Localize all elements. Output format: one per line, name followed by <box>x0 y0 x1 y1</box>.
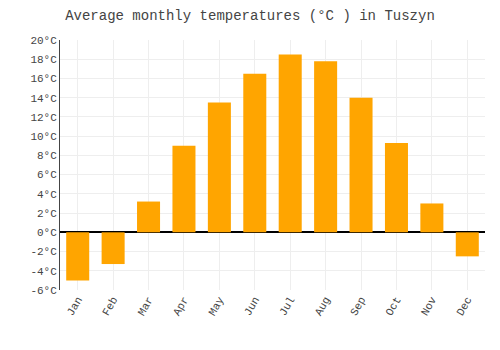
svg-text:Sep: Sep <box>348 295 368 318</box>
svg-text:-4°C: -4°C <box>30 266 57 278</box>
svg-text:0°C: 0°C <box>37 227 57 239</box>
svg-text:Feb: Feb <box>100 295 120 318</box>
svg-text:20°C: 20°C <box>30 35 57 47</box>
svg-text:Jan: Jan <box>65 295 85 318</box>
svg-text:May: May <box>206 294 226 317</box>
svg-text:Jun: Jun <box>242 295 262 318</box>
svg-text:4°C: 4°C <box>37 189 57 201</box>
svg-text:2°C: 2°C <box>37 208 57 220</box>
svg-text:12°C: 12°C <box>30 112 57 124</box>
svg-text:16°C: 16°C <box>30 73 57 85</box>
svg-text:-6°C: -6°C <box>30 285 57 297</box>
svg-text:Dec: Dec <box>454 295 474 318</box>
svg-text:Mar: Mar <box>136 295 156 318</box>
svg-text:18°C: 18°C <box>30 54 57 66</box>
svg-text:10°C: 10°C <box>30 131 57 143</box>
svg-text:Average monthly temperatures (: Average monthly temperatures (°C ) in Tu… <box>65 8 435 24</box>
svg-text:Jul: Jul <box>277 295 297 318</box>
svg-text:Aug: Aug <box>313 295 333 318</box>
svg-text:6°C: 6°C <box>37 169 57 181</box>
svg-text:-2°C: -2°C <box>30 246 57 258</box>
svg-text:14°C: 14°C <box>30 93 57 105</box>
svg-text:8°C: 8°C <box>37 150 57 162</box>
svg-text:Oct: Oct <box>384 295 404 318</box>
svg-text:Apr: Apr <box>171 295 191 318</box>
svg-text:Nov: Nov <box>419 294 439 317</box>
